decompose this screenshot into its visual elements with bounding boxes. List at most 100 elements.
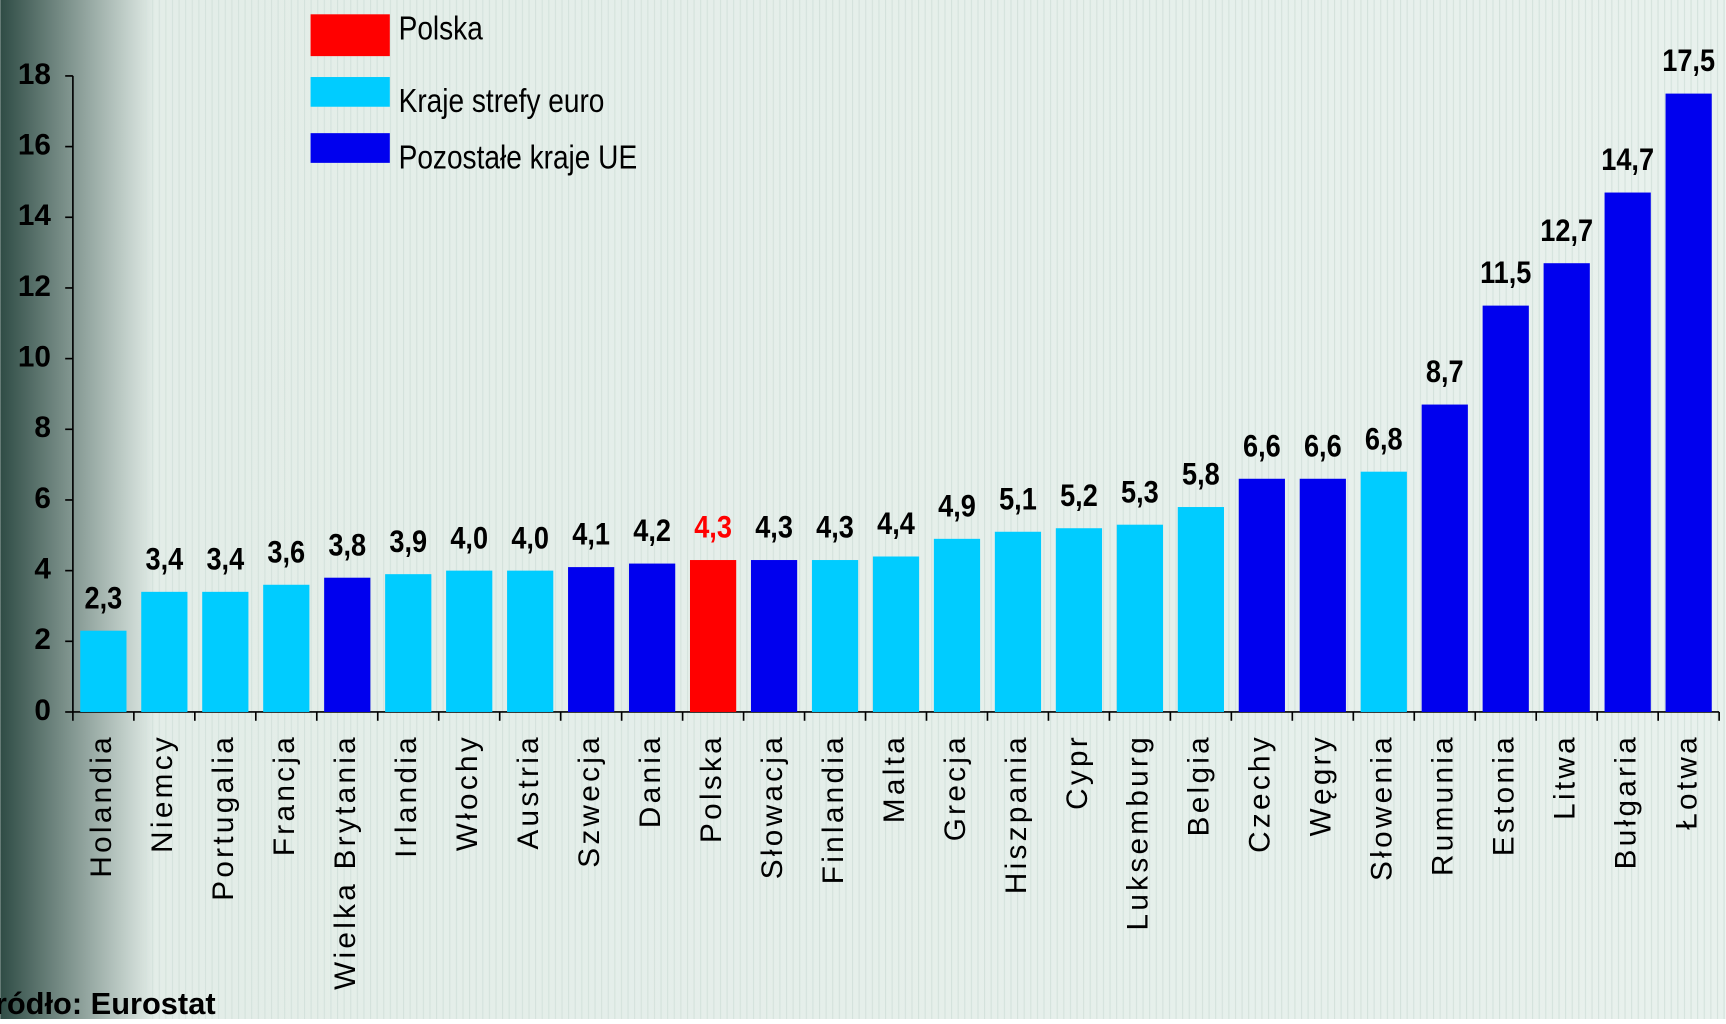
bar <box>811 560 859 712</box>
x-tick-label: Grecja <box>939 734 972 841</box>
y-tick-label: 14 <box>18 199 52 232</box>
legend-swatch <box>310 77 390 107</box>
value-label: 3,9 <box>389 524 427 560</box>
bar <box>933 538 981 712</box>
value-label: 11,5 <box>1480 255 1531 291</box>
bar <box>263 584 310 712</box>
x-tick-label: Cypr <box>1061 734 1094 810</box>
x-tick-label: Bułgaria <box>1610 734 1643 869</box>
value-label: 4,0 <box>450 520 488 556</box>
x-tick-label: Belgia <box>1183 734 1216 836</box>
bar <box>1177 507 1224 712</box>
x-tick-label: Polska <box>695 734 728 843</box>
y-tick-label: 0 <box>34 694 51 727</box>
x-tick-label: Francja <box>268 734 301 856</box>
bar <box>1055 528 1103 712</box>
x-tick-label: Holandia <box>85 734 118 878</box>
y-tick-label: 2 <box>34 623 51 656</box>
value-label: 5,2 <box>1060 478 1098 514</box>
x-tick-label: Wielka Brytania <box>329 734 362 990</box>
value-label: 3,6 <box>267 534 305 570</box>
bar <box>507 570 554 712</box>
x-tick-label: Portugalia <box>207 734 240 901</box>
x-tick-label: Rumunia <box>1427 734 1460 876</box>
value-label: 4,0 <box>511 520 549 556</box>
value-label: 6,8 <box>1365 421 1403 457</box>
legend-label: Kraje strefy euro <box>399 83 605 120</box>
x-tick-label: Estonia <box>1488 734 1521 856</box>
value-label: 4,2 <box>633 513 671 549</box>
bar <box>1665 93 1712 712</box>
bar <box>1299 478 1346 712</box>
x-tick-label: Słowacja <box>756 734 789 879</box>
x-tick-label: Łotwa <box>1670 734 1703 830</box>
x-tick-label: Niemcy <box>146 734 179 853</box>
x-tick-label: Luksemburg <box>1122 734 1155 930</box>
legend-label: Polska <box>399 10 484 47</box>
bar <box>1360 471 1407 712</box>
bar <box>324 577 371 712</box>
bar <box>80 630 127 712</box>
x-tick-label: Szwecja <box>573 734 606 868</box>
bar <box>872 556 920 712</box>
y-tick-label: 16 <box>18 128 51 161</box>
value-label: 3,4 <box>145 541 183 577</box>
bar <box>1482 305 1529 712</box>
x-tick-label: Słowenia <box>1366 734 1399 881</box>
x-tick-label: Węgry <box>1305 734 1338 836</box>
x-tick-label: Czechy <box>1244 734 1277 853</box>
y-tick-label: 18 <box>18 58 51 91</box>
value-label: 4,9 <box>938 488 976 524</box>
y-tick-label: 8 <box>34 411 51 444</box>
x-tick-label: Dania <box>634 734 667 828</box>
value-label: 3,4 <box>206 541 244 577</box>
value-label: 8,7 <box>1426 354 1464 390</box>
bar <box>202 591 249 712</box>
bar <box>994 531 1042 712</box>
x-tick-label: Irlandia <box>390 734 423 858</box>
y-tick-label: 10 <box>18 340 51 373</box>
legend-swatch <box>310 133 390 163</box>
bar <box>1116 524 1164 712</box>
y-tick-label: 6 <box>34 482 51 515</box>
legend-swatch <box>310 14 390 57</box>
value-label: 5,3 <box>1121 474 1159 510</box>
x-tick-label: Austria <box>512 734 545 850</box>
x-tick-label: Litwa <box>1549 734 1582 820</box>
bar <box>568 567 615 712</box>
value-label: 2,3 <box>85 580 123 616</box>
y-tick-label: 12 <box>18 270 51 303</box>
value-label: 4,3 <box>755 510 793 546</box>
value-label: 6,6 <box>1304 428 1342 464</box>
value-label: 4,4 <box>877 506 915 542</box>
bar <box>446 570 493 712</box>
bar <box>750 560 798 712</box>
x-tick-label: Malta <box>878 734 911 823</box>
value-label: 5,1 <box>999 481 1037 517</box>
value-label: 14,7 <box>1601 142 1654 178</box>
value-label: 12,7 <box>1540 213 1593 249</box>
bar <box>385 574 432 712</box>
x-tick-label: Finlandia <box>817 734 850 884</box>
value-label: 4,3 <box>816 510 854 546</box>
bar <box>1543 263 1590 712</box>
bar <box>1238 478 1285 712</box>
value-label: 3,8 <box>328 527 366 563</box>
x-tick-label: Włochy <box>451 734 484 851</box>
value-label: 17,5 <box>1662 43 1715 79</box>
x-tick-label: Hiszpania <box>1000 734 1033 894</box>
value-label: 4,3 <box>694 510 732 546</box>
bar <box>141 591 188 712</box>
source-note: Źródło: Eurostat <box>0 986 216 1019</box>
value-label: 5,8 <box>1182 457 1220 493</box>
bar <box>1421 404 1468 712</box>
legend-label: Pozostałe kraje UE <box>399 139 638 176</box>
bar <box>1604 192 1651 712</box>
bar <box>629 563 676 712</box>
value-label: 6,6 <box>1243 428 1281 464</box>
bar <box>689 560 737 712</box>
value-label: 4,1 <box>572 517 610 553</box>
y-tick-label: 4 <box>34 552 51 585</box>
